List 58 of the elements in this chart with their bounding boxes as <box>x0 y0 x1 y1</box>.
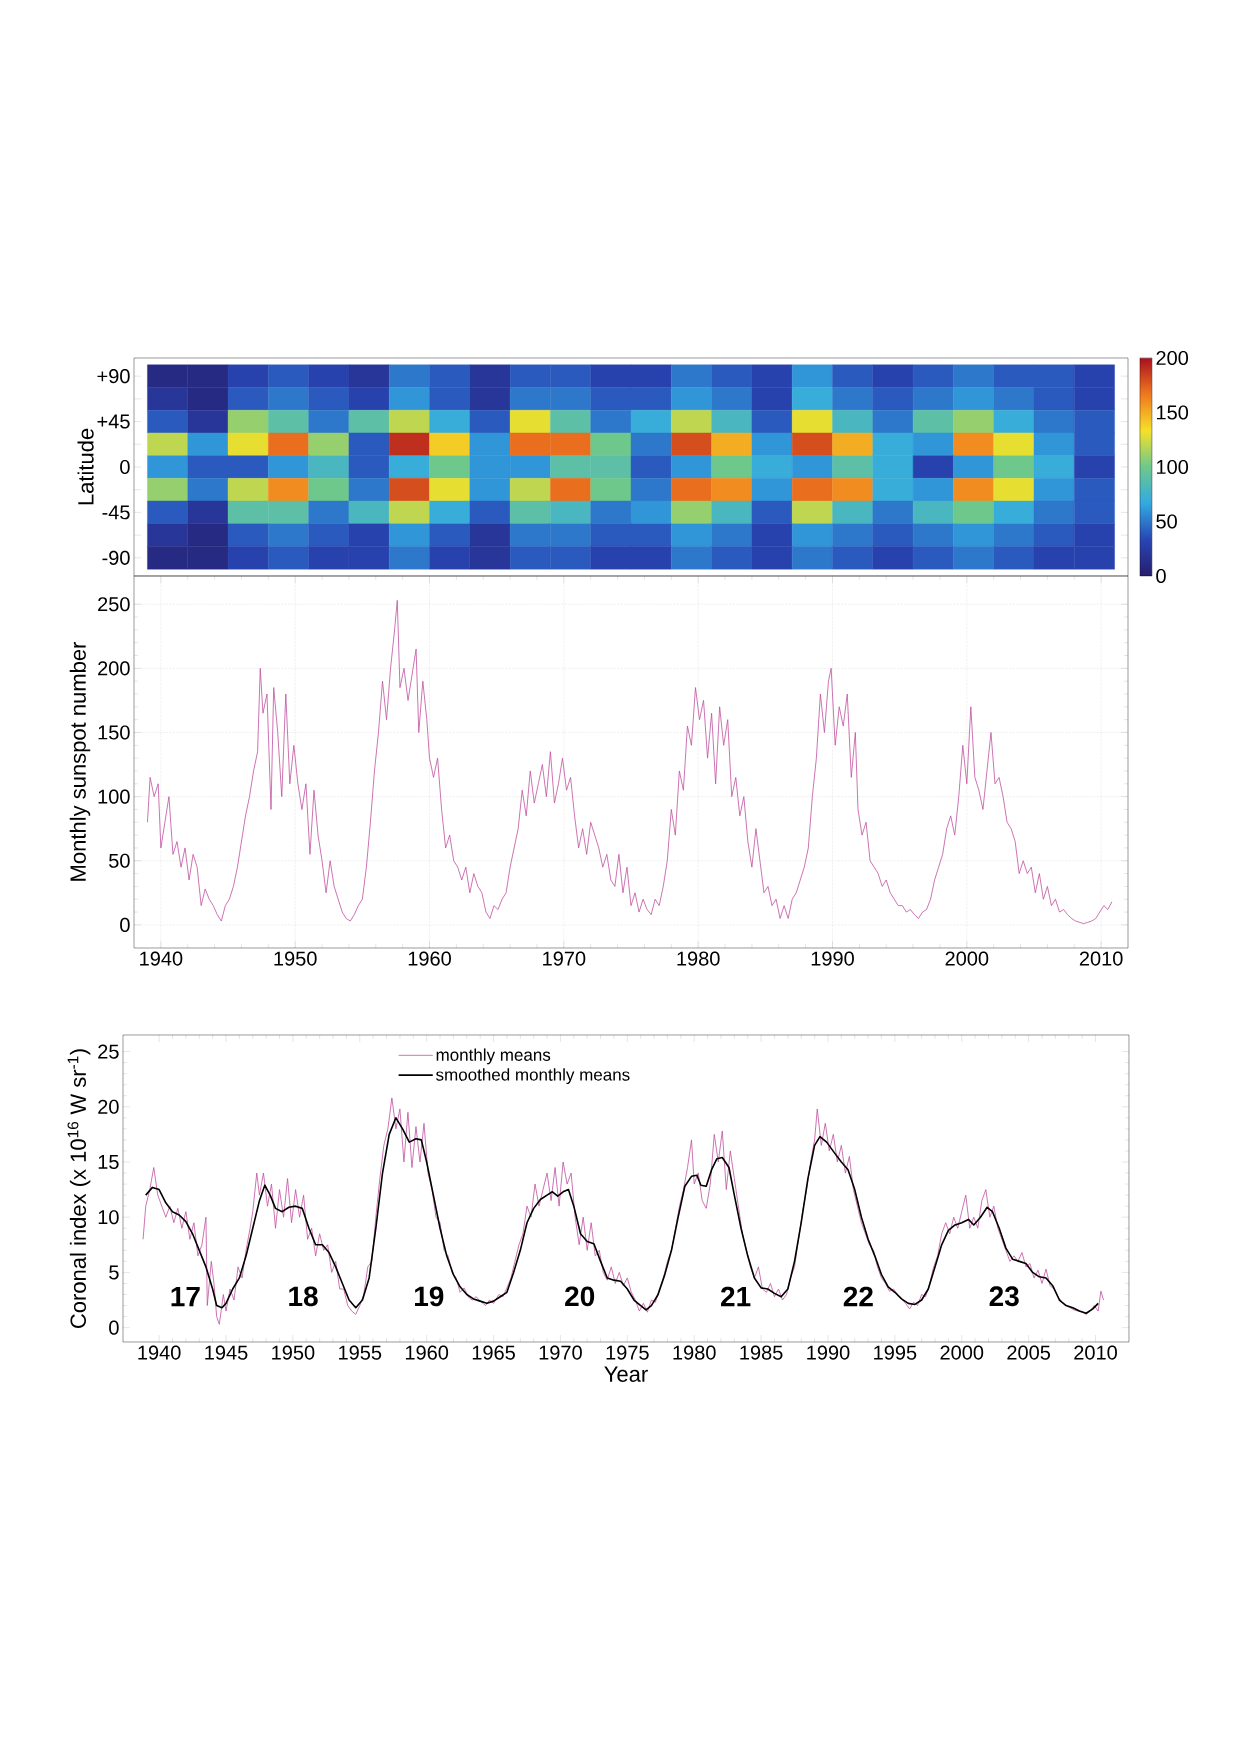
y-tick-label: 15 <box>98 1155 119 1169</box>
y-tick-label: 0 <box>120 917 130 932</box>
x-tick-label: 1970 <box>543 951 586 966</box>
x-tick-label: 2010 <box>1074 1345 1117 1360</box>
annotation: 19 <box>414 1286 444 1307</box>
x-tick-label: 1990 <box>811 951 854 966</box>
x-tick-label: 1985 <box>740 1345 783 1360</box>
y-tick-label: 10 <box>98 1210 119 1225</box>
y-tick-label: 200 <box>98 661 130 676</box>
x-tick-label: 2010 <box>1079 951 1123 966</box>
x-tick-label: 1940 <box>140 951 183 966</box>
x-tick-label: 2000 <box>945 951 989 966</box>
x-tick-label: 1990 <box>807 1345 850 1360</box>
y-tick-label: 20 <box>98 1099 119 1114</box>
x-tick-label: 1960 <box>408 951 451 966</box>
x-tick-label: 1960 <box>405 1345 449 1360</box>
y-tick-label: 100 <box>98 789 130 804</box>
annotation: 22 <box>843 1286 873 1307</box>
y-tick-label: 150 <box>98 725 130 740</box>
annotation: 20 <box>565 1286 595 1307</box>
y-tick-label: 250 <box>98 597 130 612</box>
y-axis-title: Coronal index (x 10$^{16}$ W sr$^{-1}$) <box>67 1049 91 1328</box>
annotation: 18 <box>289 1286 318 1307</box>
x-tick-label: 1950 <box>274 951 317 966</box>
annotation: 23 <box>989 1286 1019 1307</box>
y-tick-label: 5 <box>109 1265 119 1280</box>
x-tick-label: 1980 <box>673 1345 716 1360</box>
x-tick-label: 1940 <box>138 1345 181 1360</box>
x-tick-label: 1975 <box>606 1345 649 1360</box>
x-tick-label: 1955 <box>339 1345 382 1360</box>
y-tick-label: -90 <box>102 550 130 565</box>
y-axis-title: Latitude <box>77 428 94 505</box>
y-tick-label: 0 <box>109 1320 119 1335</box>
y-tick-label: 50 <box>109 853 130 868</box>
x-tick-label: 1995 <box>874 1345 917 1360</box>
y-tick-label: 25 <box>98 1044 119 1059</box>
legend-label: smoothed monthly means <box>436 1068 630 1085</box>
color-bar-label: 50 <box>1156 514 1177 529</box>
x-tick-label: 1970 <box>539 1345 582 1360</box>
annotation: 17 <box>171 1286 200 1307</box>
color-bar-label: 150 <box>1156 405 1189 420</box>
x-tick-label: 1945 <box>205 1345 248 1360</box>
y-tick-label: +90 <box>97 369 130 384</box>
annotation: 21 <box>721 1286 751 1307</box>
legend-label: monthly means <box>436 1048 551 1065</box>
x-tick-label: 2005 <box>1007 1345 1051 1360</box>
y-tick-label: -45 <box>102 505 130 520</box>
x-tick-label: 2000 <box>940 1345 984 1360</box>
x-tick-label: 1965 <box>472 1345 515 1360</box>
y-tick-label: +45 <box>97 414 130 429</box>
x-tick-label: 1980 <box>677 951 720 966</box>
y-tick-label: 0 <box>120 459 130 475</box>
color-bar-label: 100 <box>1156 459 1189 475</box>
color-bar-label: 200 <box>1156 350 1189 366</box>
x-axis-title: Year <box>604 1366 648 1382</box>
x-tick-label: 1950 <box>272 1345 315 1360</box>
y-axis-title: Monthly sunspot number <box>69 641 91 881</box>
color-bar-label: 0 <box>1156 568 1166 584</box>
